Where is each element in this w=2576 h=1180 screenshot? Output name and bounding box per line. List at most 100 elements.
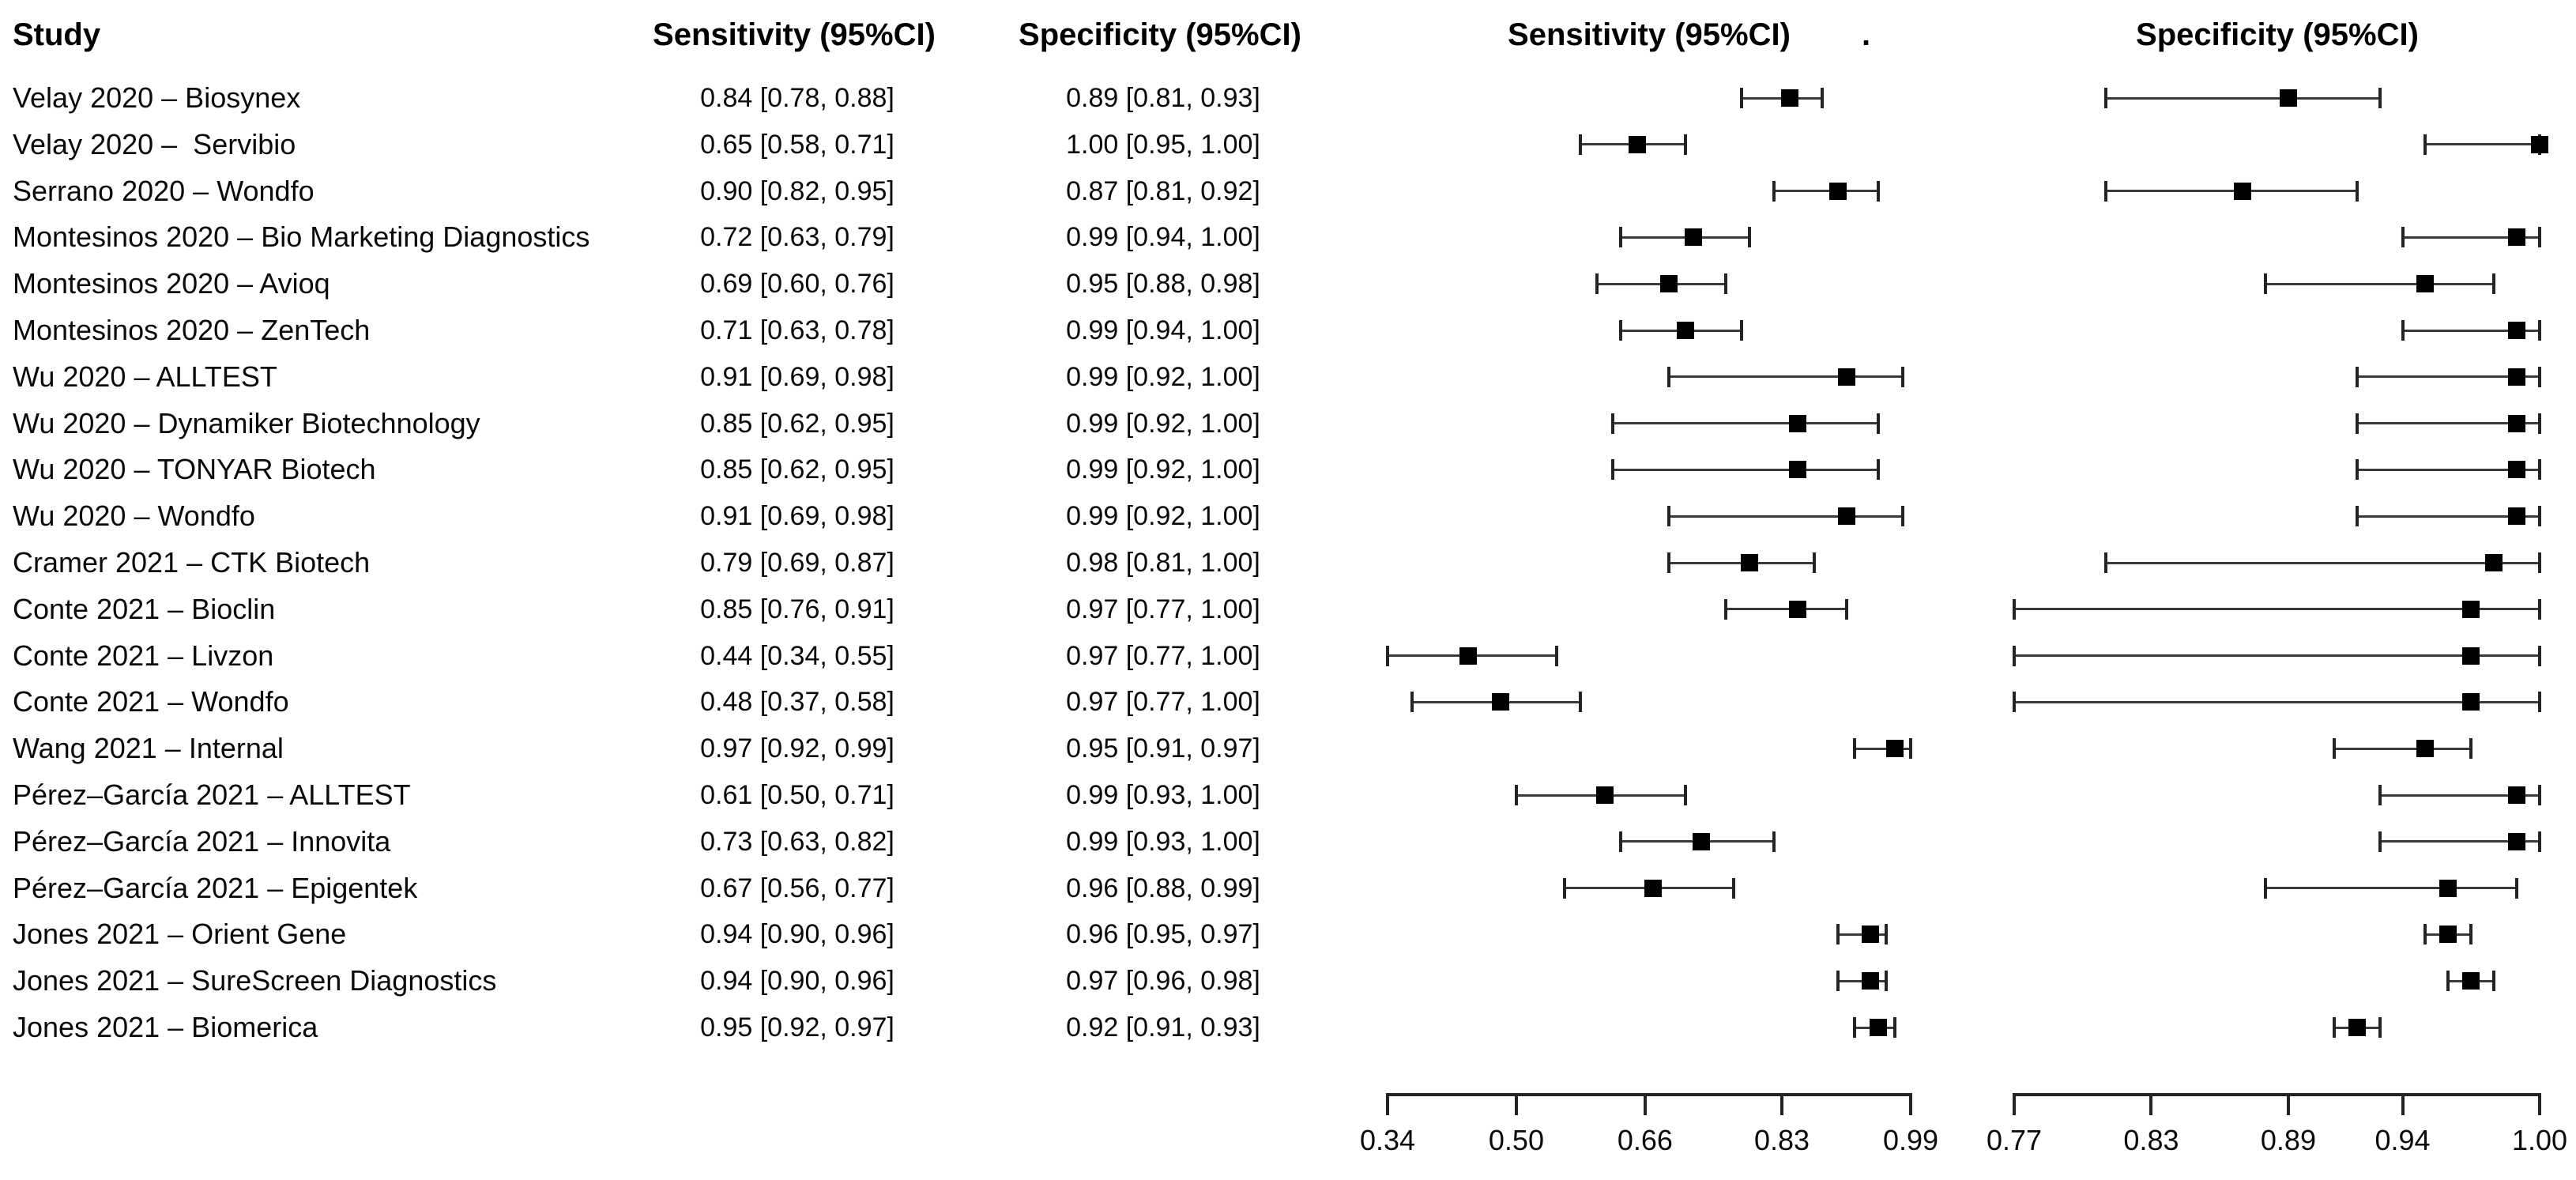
spec-ci-cap-low xyxy=(2103,88,2107,108)
spec-ci-line xyxy=(2014,654,2540,658)
spec-ci-cap-low xyxy=(2332,738,2336,760)
sensitivity-value: 0.95 [0.92, 0.97] xyxy=(700,1012,894,1042)
sens-ci-cap-high xyxy=(1683,785,1687,805)
specificity-value: 0.89 [0.81, 0.93] xyxy=(1066,83,1260,113)
sensitivity-value: 0.97 [0.92, 0.99] xyxy=(700,733,894,764)
spec-ci-cap-high xyxy=(2538,227,2541,248)
plot-header-specificity: Specificity (95%CI) xyxy=(2136,17,2419,52)
spec-ci-cap-low xyxy=(2103,552,2107,573)
specificity-value: 0.99 [0.94, 1.00] xyxy=(1066,222,1260,253)
study-label: Wang 2021 – Internal xyxy=(13,732,284,765)
spec-point-estimate-square xyxy=(2508,368,2526,386)
sens-ci-cap-high xyxy=(1748,227,1752,248)
sens-point-estimate-square xyxy=(1837,368,1855,386)
specificity-axis-tick-label: 0.94 xyxy=(2375,1124,2431,1156)
specificity-value: 0.96 [0.95, 0.97] xyxy=(1066,919,1260,950)
sens-ci-cap-high xyxy=(1554,645,1558,666)
sensitivity-axis-tick xyxy=(1909,1093,1912,1115)
spec-point-estimate-square xyxy=(2462,693,2480,711)
spec-ci-cap-high xyxy=(2538,692,2541,713)
spec-point-estimate-square xyxy=(2508,507,2526,526)
sens-point-estimate-square xyxy=(1862,926,1880,944)
spec-ci-line xyxy=(2333,747,2472,750)
spec-ci-line xyxy=(2379,840,2540,843)
spec-ci-cap-high xyxy=(2538,413,2541,434)
spec-ci-line xyxy=(2379,794,2540,797)
study-label: Pérez–García 2021 – Innovita xyxy=(13,824,391,858)
sensitivity-value: 0.91 [0.69, 0.98] xyxy=(700,501,894,532)
sens-ci-cap-high xyxy=(1909,738,1912,760)
sens-ci-cap-high xyxy=(1579,692,1583,713)
specificity-value: 0.87 [0.81, 0.92] xyxy=(1066,175,1260,206)
sensitivity-axis-tick-label: 0.66 xyxy=(1617,1124,1673,1156)
sensitivity-value: 0.94 [0.90, 0.96] xyxy=(700,966,894,997)
specificity-value: 1.00 [0.95, 1.00] xyxy=(1066,129,1260,160)
sensitivity-value: 0.71 [0.63, 0.78] xyxy=(700,315,894,345)
spec-ci-cap-high xyxy=(2538,785,2541,805)
specificity-value: 0.95 [0.88, 0.98] xyxy=(1066,269,1260,300)
spec-ci-cap-high xyxy=(2492,273,2496,295)
sensitivity-value: 0.84 [0.78, 0.88] xyxy=(700,83,894,113)
spec-ci-cap-high xyxy=(2538,645,2541,666)
spec-ci-cap-high xyxy=(2538,506,2541,527)
sens-point-estimate-square xyxy=(1628,135,1646,153)
spec-point-estimate-square xyxy=(2508,228,2526,247)
sensitivity-value: 0.44 [0.34, 0.55] xyxy=(700,640,894,671)
sens-ci-cap-high xyxy=(1812,552,1816,573)
spec-ci-cap-low xyxy=(2332,1017,2336,1038)
spec-point-estimate-square xyxy=(2531,135,2548,153)
sensitivity-value: 0.67 [0.56, 0.77] xyxy=(700,873,894,903)
spec-ci-cap-high xyxy=(2515,877,2519,899)
sens-ci-line xyxy=(1613,422,1879,425)
sens-ci-cap-low xyxy=(1514,785,1518,805)
stray-dot: . xyxy=(1862,17,1871,52)
specificity-axis-tick-label: 0.89 xyxy=(2260,1124,2316,1156)
specificity-axis-tick-label: 1.00 xyxy=(2511,1124,2568,1156)
sens-ci-cap-low xyxy=(1611,413,1615,434)
specificity-axis-tick xyxy=(2401,1093,2405,1115)
sensitivity-axis-tick-label: 0.50 xyxy=(1488,1124,1544,1156)
plot-header-sensitivity: Sensitivity (95%CI) xyxy=(1508,17,1791,52)
sensitivity-axis-tick xyxy=(1643,1093,1647,1115)
spec-ci-line xyxy=(2105,190,2357,193)
spec-point-estimate-square xyxy=(2508,786,2526,804)
sens-ci-line xyxy=(1773,190,1879,193)
sens-ci-cap-high xyxy=(1731,877,1735,899)
sens-ci-cap-low xyxy=(1579,134,1583,155)
column-header-specificity: Specificity (95%CI) xyxy=(1019,17,1301,52)
sens-point-estimate-square xyxy=(1693,832,1711,850)
study-label: Conte 2021 – Wondfo xyxy=(13,685,289,718)
spec-ci-cap-low xyxy=(2013,645,2016,666)
sens-ci-cap-low xyxy=(1619,831,1623,852)
sensitivity-axis-line xyxy=(1386,1093,1912,1096)
sens-point-estimate-square xyxy=(1885,740,1904,758)
spec-point-estimate-square xyxy=(2439,926,2457,944)
sensitivity-value: 0.79 [0.69, 0.87] xyxy=(700,548,894,578)
sensitivity-value: 0.90 [0.82, 0.95] xyxy=(700,175,894,206)
sens-ci-cap-high xyxy=(1885,971,1889,992)
spec-ci-line xyxy=(2105,561,2540,564)
sens-ci-cap-low xyxy=(1740,88,1744,108)
sens-point-estimate-square xyxy=(1676,322,1694,339)
specificity-value: 0.99 [0.92, 1.00] xyxy=(1066,408,1260,439)
sensitivity-axis-tick xyxy=(1386,1093,1389,1115)
spec-point-estimate-square xyxy=(2279,89,2297,107)
spec-point-estimate-square xyxy=(2462,600,2480,618)
column-header-study: Study xyxy=(13,17,101,52)
sens-point-estimate-square xyxy=(1829,182,1847,200)
spec-ci-line xyxy=(2356,515,2540,518)
sens-ci-cap-low xyxy=(1723,598,1727,620)
sensitivity-value: 0.69 [0.60, 0.76] xyxy=(700,269,894,300)
sens-ci-cap-high xyxy=(1740,320,1744,341)
spec-ci-cap-low xyxy=(2264,273,2268,295)
spec-ci-cap-low xyxy=(2355,366,2359,387)
sens-ci-line xyxy=(1613,468,1879,471)
sens-point-estimate-square xyxy=(1837,507,1855,526)
study-label: Wu 2020 – TONYAR Biotech xyxy=(13,453,376,486)
specificity-axis-line xyxy=(2013,1093,2541,1096)
column-header-sensitivity: Sensitivity (95%CI) xyxy=(653,17,936,52)
study-label: Montesinos 2020 – ZenTech xyxy=(13,314,371,346)
spec-ci-cap-low xyxy=(2446,971,2450,992)
spec-ci-line xyxy=(2105,96,2380,100)
